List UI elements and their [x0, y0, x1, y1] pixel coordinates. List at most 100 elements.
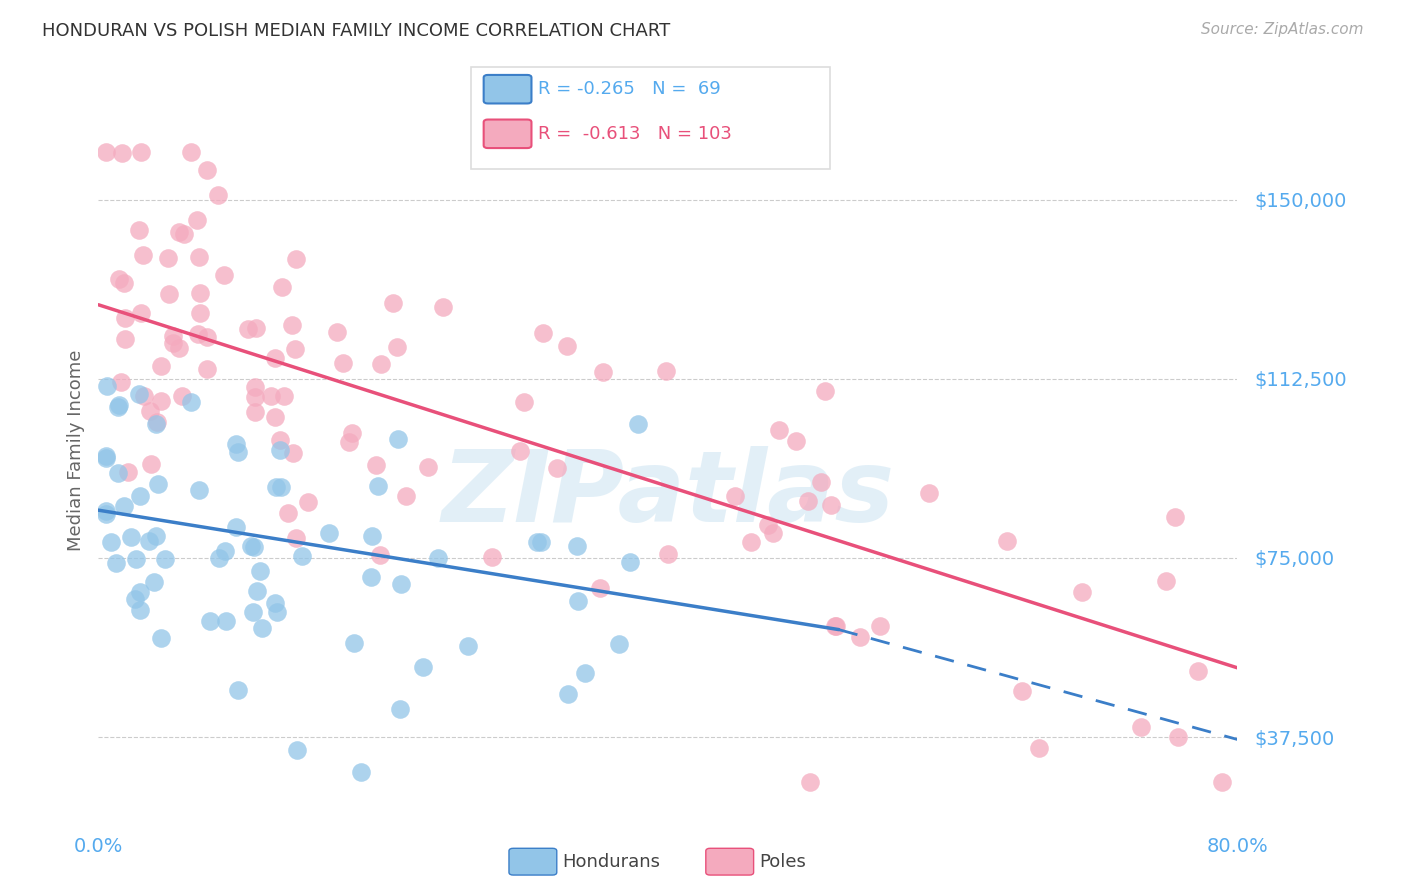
Point [145, 415, 167, 429]
Point [1011, 683, 1033, 698]
Point [366, 458, 388, 472]
Point [820, 499, 842, 513]
Point [214, 544, 236, 558]
Point [188, 250, 211, 264]
Point [195, 330, 218, 344]
Point [825, 619, 848, 633]
Point [799, 775, 821, 789]
Point [162, 328, 184, 343]
Point [343, 636, 366, 650]
Point [555, 339, 578, 353]
Point [100, 535, 122, 549]
Point [214, 268, 236, 282]
Point [207, 187, 229, 202]
Point [169, 225, 191, 239]
Point [1129, 720, 1152, 734]
Point [138, 533, 160, 548]
Point [657, 547, 679, 561]
Point [249, 564, 271, 578]
Point [114, 310, 136, 325]
Point [513, 395, 536, 409]
Point [270, 480, 292, 494]
Point [281, 446, 304, 460]
Point [849, 630, 872, 644]
Point [245, 321, 267, 335]
Point [1071, 584, 1094, 599]
Point [810, 475, 832, 490]
Point [412, 659, 434, 673]
Point [225, 520, 247, 534]
Point [1164, 509, 1187, 524]
Text: R =  -0.613   N = 103: R = -0.613 N = 103 [538, 125, 733, 143]
Point [619, 555, 641, 569]
Point [110, 146, 132, 161]
Point [271, 279, 294, 293]
Point [246, 583, 269, 598]
Point [325, 325, 347, 339]
Point [768, 423, 790, 437]
Point [381, 296, 404, 310]
Point [291, 549, 314, 564]
Point [167, 342, 190, 356]
Point [337, 434, 360, 449]
Point [389, 577, 412, 591]
Point [108, 398, 131, 412]
Point [740, 535, 762, 549]
Point [530, 534, 553, 549]
Point [128, 584, 150, 599]
Point [273, 389, 295, 403]
Point [917, 486, 939, 500]
Point [243, 405, 266, 419]
Point [238, 322, 260, 336]
Point [124, 591, 146, 606]
Point [395, 489, 418, 503]
Point [567, 593, 589, 607]
Point [526, 535, 548, 549]
Text: ZIPatlas: ZIPatlas [441, 446, 894, 543]
Point [1028, 740, 1050, 755]
Point [531, 326, 554, 340]
Point [557, 687, 579, 701]
Point [228, 445, 250, 459]
Point [360, 570, 382, 584]
Point [129, 603, 152, 617]
Point [155, 552, 177, 566]
Point [509, 444, 531, 458]
Point [108, 272, 131, 286]
Point [129, 145, 152, 159]
Text: HONDURAN VS POLISH MEDIAN FAMILY INCOME CORRELATION CHART: HONDURAN VS POLISH MEDIAN FAMILY INCOME … [42, 22, 671, 40]
Point [360, 528, 382, 542]
Point [416, 460, 439, 475]
Point [245, 390, 267, 404]
Point [225, 437, 247, 451]
Point [180, 394, 202, 409]
Point [574, 665, 596, 680]
Point [172, 389, 194, 403]
Point [607, 637, 630, 651]
Point [173, 227, 195, 241]
Point [995, 534, 1018, 549]
Point [243, 540, 266, 554]
Point [264, 480, 287, 494]
Text: Source: ZipAtlas.com: Source: ZipAtlas.com [1201, 22, 1364, 37]
Point [156, 252, 179, 266]
Point [128, 386, 150, 401]
Point [269, 433, 291, 447]
Point [1154, 574, 1177, 589]
Point [285, 743, 308, 757]
Point [134, 389, 156, 403]
Text: Hondurans: Hondurans [562, 853, 661, 871]
Text: R = -0.265   N =  69: R = -0.265 N = 69 [538, 80, 721, 98]
Point [284, 252, 307, 266]
Point [869, 619, 891, 633]
Point [387, 432, 409, 446]
Point [188, 306, 211, 320]
Point [114, 331, 136, 345]
Point [94, 449, 117, 463]
Point [188, 285, 211, 300]
Point [1211, 775, 1233, 789]
Point [266, 605, 288, 619]
Point [131, 248, 153, 262]
Point [94, 145, 117, 159]
Point [589, 582, 612, 596]
